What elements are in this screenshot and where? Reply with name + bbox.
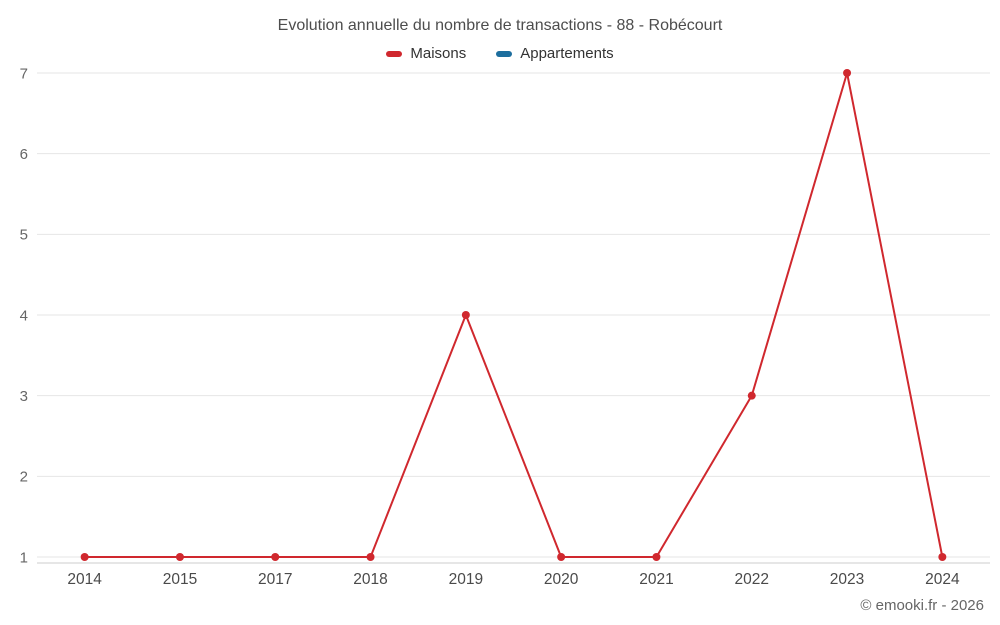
- maisons-data-point: [175, 553, 184, 561]
- legend-item-maisons[interactable]: Maisons: [386, 45, 466, 62]
- y-axis-tick-label: 5: [20, 227, 28, 244]
- x-axis-tick-label: 2017: [258, 571, 292, 588]
- maisons-data-point: [461, 311, 470, 319]
- y-axis-tick-label: 7: [20, 65, 28, 82]
- x-axis-tick-label: 2021: [639, 571, 673, 588]
- y-axis-tick-label: 2: [20, 469, 28, 486]
- x-axis-tick-label: 2024: [925, 571, 960, 588]
- y-axis-tick-label: 6: [20, 146, 28, 163]
- maisons-data-point: [843, 69, 852, 77]
- maisons-series-marker-icon: [386, 50, 403, 57]
- credit-text: © emooki.fr - 2026: [860, 597, 984, 614]
- x-axis-tick-label: 2023: [830, 571, 864, 588]
- chart-title: Evolution annuelle du nombre de transact…: [277, 17, 723, 34]
- x-axis-tick-label: 2019: [449, 571, 483, 588]
- legend-label-appartements: Appartements: [520, 45, 614, 62]
- x-axis-tick-label: 2015: [163, 571, 197, 588]
- maisons-data-point: [652, 553, 661, 561]
- maisons-data-point: [747, 391, 756, 400]
- chart-legend: Maisons Appartements: [0, 45, 1000, 62]
- y-axis-tick-label: 1: [20, 549, 28, 566]
- legend-item-appartements[interactable]: Appartements: [496, 45, 614, 62]
- maisons-data-point: [557, 553, 566, 561]
- maisons-data-point: [938, 553, 947, 561]
- maisons-data-point: [80, 553, 89, 561]
- maisons-data-point: [271, 553, 280, 561]
- maisons-series-line: [83, 72, 944, 558]
- x-axis-tick-label: 2014: [67, 571, 102, 588]
- appartements-series-marker-icon: [496, 50, 513, 57]
- legend-label-maisons: Maisons: [410, 45, 467, 62]
- x-axis-tick-label: 2020: [544, 571, 579, 588]
- x-axis-tick-label: 2022: [735, 571, 769, 588]
- y-axis-tick-label: 4: [20, 307, 28, 324]
- x-axis-tick-label: 2018: [353, 571, 387, 588]
- maisons-data-point: [366, 553, 375, 561]
- y-axis-tick-label: 3: [20, 388, 28, 405]
